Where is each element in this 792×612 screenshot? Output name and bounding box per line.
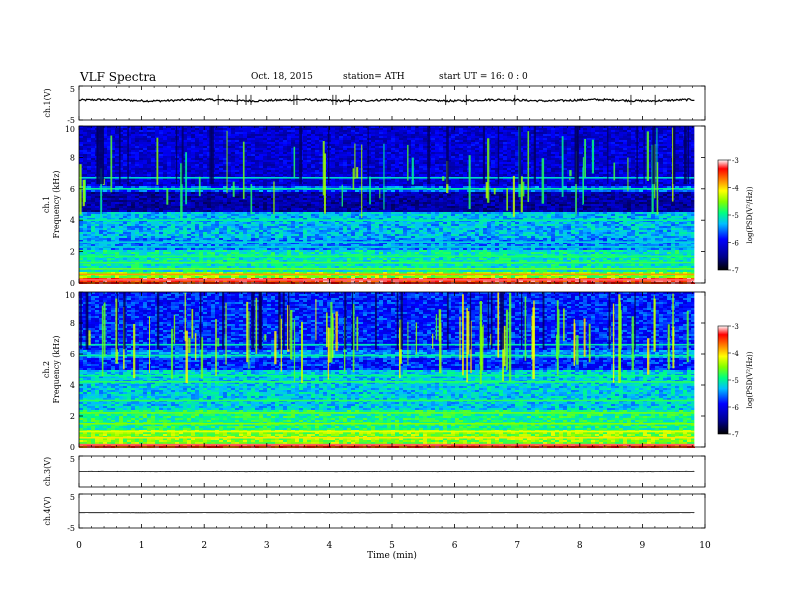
y-tick-label: 4 [70,216,75,225]
frame-ch1_wave [79,86,705,120]
y-tick-label: -5 [67,524,75,533]
colorbar-ch1_spec [718,160,728,270]
colorbar-tick-label: -5 [732,377,739,385]
x-tick-label: 5 [389,541,395,551]
vlf-spectra-chart: 5-5ch.1(V)0246810-3-4-5-6-7log(PSD(V²/Hz… [0,0,792,612]
y-axis-label: ch.4(V) [43,496,52,525]
y-tick-label: 5 [70,85,75,94]
colorbar-tick-label: -6 [732,404,739,412]
y-tick-label: 5 [70,493,75,502]
colorbar-tick-label: -4 [732,350,739,358]
x-tick-label: 2 [201,541,207,551]
spectrogram-ch2_spec [79,292,705,448]
y-tick-label: 5 [70,455,75,464]
colorbar-tick-label: -4 [732,185,739,193]
y-tick-label: 6 [70,350,75,359]
x-tick-label: 8 [577,541,583,551]
y-axis-label: ch.1(V) [43,88,52,117]
x-tick-label: 3 [264,541,270,551]
y-tick-label: 2 [70,248,75,257]
colorbar-tick-label: -3 [732,157,739,165]
x-tick-label: 4 [327,541,333,551]
y-tick-label: -5 [67,116,75,125]
y-axis-channel-label: ch.2 [42,361,51,378]
y-axis-label: Frequency (kHz) [52,170,61,238]
x-tick-label: 9 [640,541,646,551]
y-tick-label: 8 [70,319,75,328]
y-tick-label: 0 [70,279,75,288]
x-tick-label: 6 [452,541,458,551]
x-tick-label: 10 [699,541,711,551]
y-tick-label: 2 [70,412,75,421]
colorbar-tick-label: -5 [732,212,739,220]
y-tick-label: 6 [70,185,75,194]
y-tick-label: 4 [70,381,75,390]
x-tick-label: 7 [514,541,520,551]
y-tick-label: 0 [70,443,75,452]
colorbar-label: log(PSD(V²/Hz)) [746,186,754,243]
colorbar-tick-label: -6 [732,240,739,248]
waveform-ch1_wave [79,99,694,102]
y-axis-channel-label: ch.1 [42,196,51,213]
colorbar-tick-label: -7 [732,431,739,439]
y-tick-label: 10 [65,125,75,134]
y-axis-label: Frequency (kHz) [52,335,61,403]
colorbar-tick-label: -7 [732,267,739,275]
frame-ch4_wave [79,494,705,528]
x-tick-label: 0 [76,541,82,551]
x-tick-label: 1 [139,541,145,551]
spectrogram-ch1_spec [79,126,705,284]
y-axis-label: ch.3(V) [43,457,52,486]
x-axis-label: Time (min) [367,550,417,561]
colorbar-tick-label: -3 [732,323,739,331]
colorbar-ch2_spec [718,326,728,434]
y-tick-label: 8 [70,153,75,162]
colorbar-label: log(PSD(V²/Hz)) [746,351,754,408]
y-tick-label: 10 [65,291,75,300]
